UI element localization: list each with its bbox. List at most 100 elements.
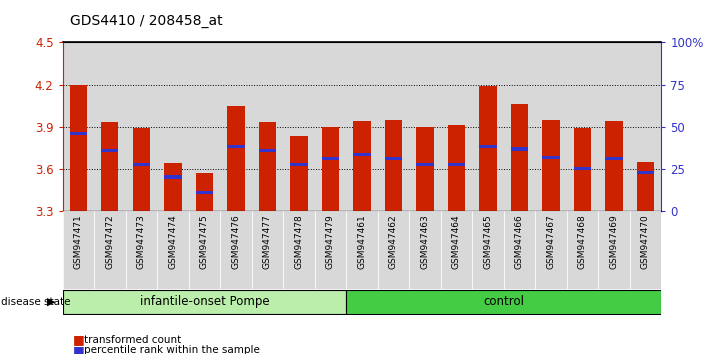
Bar	[164, 176, 181, 178]
Text: GSM947471: GSM947471	[74, 215, 82, 269]
Bar	[441, 211, 472, 289]
Text: ■: ■	[73, 333, 85, 346]
Text: GSM947462: GSM947462	[389, 215, 398, 269]
Text: disease state: disease state	[1, 297, 70, 307]
Bar	[479, 86, 496, 211]
Bar	[252, 42, 283, 211]
Bar	[133, 163, 150, 166]
Bar	[416, 126, 434, 211]
Bar	[70, 85, 87, 211]
Bar	[574, 167, 591, 170]
Bar	[416, 163, 434, 166]
Bar	[630, 42, 661, 211]
Bar	[346, 290, 661, 314]
Bar	[220, 211, 252, 289]
Bar	[94, 42, 126, 211]
Text: GSM947468: GSM947468	[578, 215, 587, 269]
Bar	[164, 163, 181, 211]
Bar	[133, 128, 150, 211]
Bar	[535, 211, 567, 289]
Text: GSM947472: GSM947472	[105, 215, 114, 269]
Bar	[101, 122, 119, 211]
Bar	[630, 211, 661, 289]
Text: GSM947461: GSM947461	[358, 215, 366, 269]
Bar	[510, 147, 528, 150]
Bar	[441, 42, 472, 211]
Bar	[196, 191, 213, 194]
Text: transformed count: transformed count	[84, 335, 181, 345]
Bar	[63, 211, 94, 289]
Bar	[196, 173, 213, 211]
Bar	[409, 211, 441, 289]
Text: GSM947463: GSM947463	[420, 215, 429, 269]
Bar	[472, 211, 503, 289]
Bar	[542, 156, 560, 159]
Bar	[385, 157, 402, 160]
Bar	[598, 211, 630, 289]
Bar	[472, 42, 503, 211]
Text: GSM947473: GSM947473	[137, 215, 146, 269]
Bar	[315, 211, 346, 289]
Text: GSM947479: GSM947479	[326, 215, 335, 269]
Bar	[605, 157, 623, 160]
Bar	[220, 42, 252, 211]
Bar	[574, 128, 591, 211]
Bar	[63, 42, 94, 211]
Bar	[259, 149, 276, 152]
Bar	[567, 211, 598, 289]
Bar	[70, 132, 87, 135]
Bar	[63, 290, 346, 314]
Text: GSM947475: GSM947475	[200, 215, 209, 269]
Bar	[378, 42, 409, 211]
Text: GSM947470: GSM947470	[641, 215, 650, 269]
Bar	[126, 42, 157, 211]
Bar	[637, 161, 654, 211]
Bar	[346, 42, 378, 211]
Bar	[567, 42, 598, 211]
Text: control: control	[483, 295, 524, 308]
Text: GSM947478: GSM947478	[294, 215, 304, 269]
Bar	[157, 211, 188, 289]
Bar	[252, 211, 283, 289]
Bar	[378, 211, 409, 289]
Bar	[510, 104, 528, 211]
Bar	[321, 126, 339, 211]
Bar	[126, 211, 157, 289]
Bar	[448, 125, 465, 211]
Text: GSM947477: GSM947477	[263, 215, 272, 269]
Bar	[157, 42, 188, 211]
Bar	[283, 42, 315, 211]
Bar	[259, 122, 276, 211]
Bar	[321, 157, 339, 160]
Bar	[448, 163, 465, 166]
Bar	[503, 42, 535, 211]
Bar	[188, 211, 220, 289]
Text: ▶: ▶	[47, 297, 55, 307]
Text: infantile-onset Pompe: infantile-onset Pompe	[139, 295, 269, 308]
Bar	[385, 120, 402, 211]
Bar	[228, 105, 245, 211]
Bar	[228, 145, 245, 148]
Text: GSM947467: GSM947467	[547, 215, 555, 269]
Bar	[188, 42, 220, 211]
Bar	[605, 121, 623, 211]
Bar	[283, 211, 315, 289]
Bar	[535, 42, 567, 211]
Bar	[346, 211, 378, 289]
Text: GSM947469: GSM947469	[609, 215, 619, 269]
Bar	[101, 149, 119, 152]
Bar	[598, 42, 630, 211]
Bar	[315, 42, 346, 211]
Text: ■: ■	[73, 344, 85, 354]
Bar	[290, 136, 308, 211]
Text: GSM947476: GSM947476	[231, 215, 240, 269]
Bar	[353, 121, 370, 211]
Bar	[290, 163, 308, 166]
Bar	[409, 42, 441, 211]
Text: GSM947466: GSM947466	[515, 215, 524, 269]
Bar	[503, 211, 535, 289]
Text: percentile rank within the sample: percentile rank within the sample	[84, 346, 260, 354]
Bar	[637, 171, 654, 174]
Bar	[479, 145, 496, 148]
Bar	[94, 211, 126, 289]
